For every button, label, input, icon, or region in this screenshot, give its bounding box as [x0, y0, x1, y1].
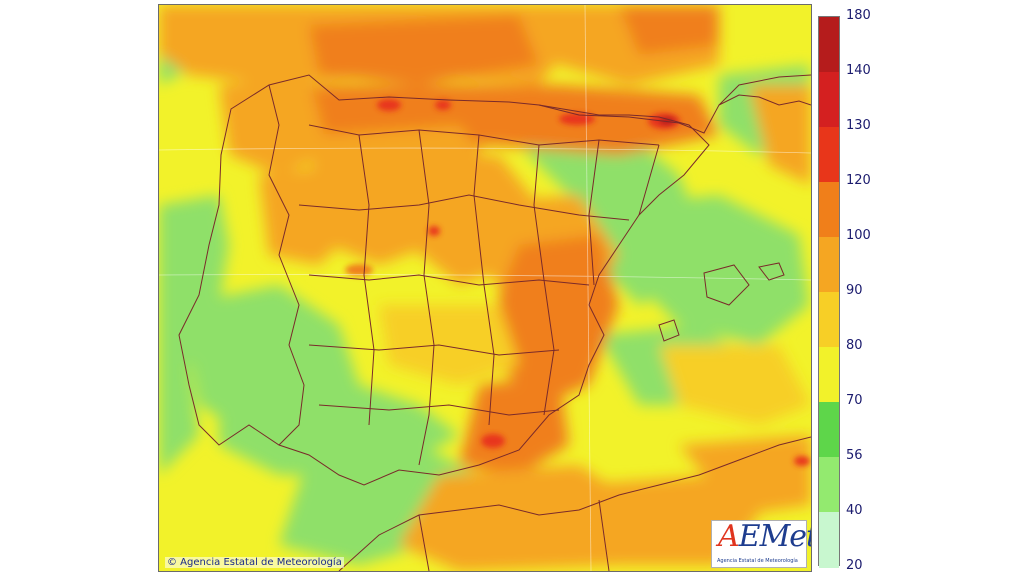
legend-band: [819, 237, 839, 293]
aemet-logo: AEMet Agencia Estatal de Meteorología: [711, 519, 811, 568]
legend-band: [819, 512, 839, 568]
graticule: [159, 5, 811, 571]
legend-band: [819, 182, 839, 238]
legend-band: [819, 402, 839, 458]
aemet-logo-mark: AEMet: [718, 519, 812, 554]
legend-label: 40: [846, 503, 863, 518]
legend-label: 130: [846, 118, 871, 133]
legend-label: 180: [846, 8, 871, 23]
legend-label: 140: [846, 63, 871, 78]
legend-band: [819, 72, 839, 128]
logo-subtitle: Agencia Estatal de Meteorología: [717, 558, 798, 564]
legend-label: 120: [846, 173, 871, 188]
legend-label: 90: [846, 283, 863, 298]
legend-label: 100: [846, 228, 871, 243]
legend-label: 80: [846, 338, 863, 353]
legend-label: 70: [846, 393, 863, 408]
legend-label: 56: [846, 448, 863, 463]
copyright-text: © Agencia Estatal de Meteorología: [165, 557, 344, 568]
legend-label: 20: [846, 558, 863, 573]
logo-first-letter: A: [718, 519, 740, 554]
wind-gust-map: © Agencia Estatal de Meteorología AEMet …: [158, 4, 812, 572]
gust-field: [159, 5, 811, 571]
legend-band: [819, 292, 839, 348]
legend-band: [819, 457, 839, 513]
legend-band: [819, 127, 839, 183]
borders: [178, 74, 811, 571]
logo-rest: EMet: [738, 519, 812, 554]
map-canvas: [159, 5, 811, 571]
legend-color-bar: [818, 16, 840, 568]
legend-band: [819, 347, 839, 403]
legend-band: [819, 17, 839, 73]
